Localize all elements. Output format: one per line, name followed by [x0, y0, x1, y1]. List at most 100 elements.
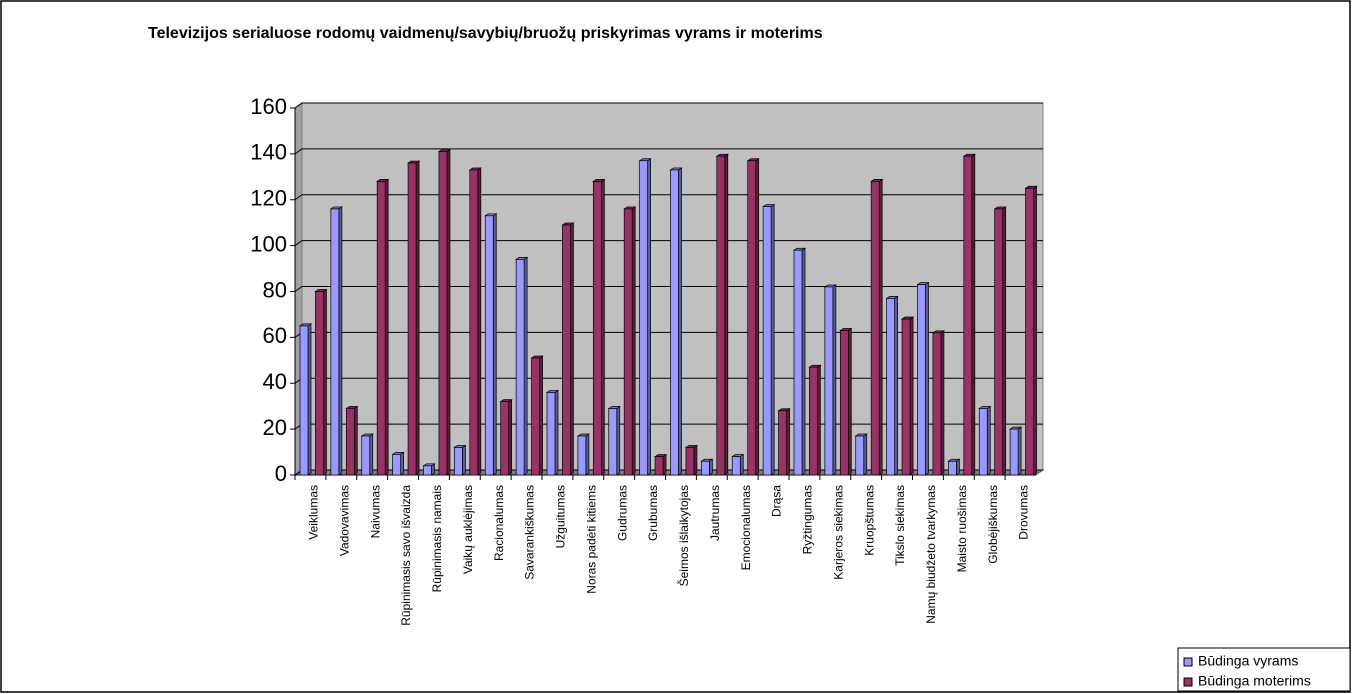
grid-line [294, 194, 1043, 201]
bar-side [1033, 185, 1037, 476]
bar [839, 327, 853, 476]
bar-front [824, 286, 834, 476]
x-tick-label: Gudrumas [615, 485, 629, 541]
x-tick-label: Drovumas [1017, 485, 1031, 540]
bar-front [345, 408, 355, 476]
y-tick-label: 60 [263, 323, 287, 348]
bar-side [925, 281, 929, 476]
legend-swatch [1183, 657, 1193, 667]
bar [870, 178, 884, 476]
bar-side [369, 433, 374, 476]
bar-side [693, 444, 698, 476]
bar-front [778, 410, 787, 476]
bar [993, 206, 1007, 476]
bar-side [446, 148, 451, 476]
bar-front [917, 284, 926, 476]
bar-side [956, 458, 960, 476]
bar-front [978, 408, 988, 476]
x-tick-label: Emocionalumas [739, 485, 753, 570]
bar [792, 247, 807, 476]
chart-title: Televizijos serialuose rodomų vaidmenų/s… [148, 25, 823, 42]
bar-side [647, 158, 651, 476]
bar [700, 458, 714, 476]
y-tick-label: 40 [263, 369, 287, 394]
bar-front [1025, 187, 1034, 476]
bar-front [562, 224, 571, 476]
bar-front [376, 181, 386, 476]
y-tick-label: 0 [275, 461, 287, 486]
bar-side [894, 295, 898, 476]
bar-front [407, 162, 417, 476]
bar-front [932, 332, 942, 476]
bar-front [701, 460, 710, 476]
bar [916, 281, 930, 476]
x-tick-label: Namų biudžeto tvarkymas [924, 485, 938, 624]
bar [947, 458, 961, 476]
bar [777, 408, 791, 476]
x-tick-label: Savarankiškumas [523, 485, 537, 580]
legend-box [1177, 647, 1351, 692]
bar-front [670, 169, 679, 476]
bar [514, 256, 529, 476]
bar [561, 222, 575, 476]
bar-front [809, 366, 818, 476]
bar-front [654, 456, 664, 476]
bar-front [608, 408, 618, 476]
bar [592, 178, 606, 476]
bar-front [299, 325, 309, 476]
bar [576, 433, 591, 476]
bar-side [786, 408, 790, 476]
x-tick-label: Noras padėti kitiems [584, 485, 598, 594]
bar-front [948, 460, 957, 476]
bar-front [515, 259, 525, 476]
x-tick-label: Rūpinimasis savo išvaizda [399, 485, 413, 626]
bar-side [724, 153, 729, 476]
bar-side [492, 213, 497, 476]
bar-front [747, 160, 757, 476]
bar-side [585, 433, 590, 476]
bar-front [531, 357, 540, 476]
bar-side [709, 458, 713, 476]
bar-front [716, 155, 726, 476]
bar-front [423, 465, 432, 476]
bar [978, 405, 992, 476]
bar-side [616, 405, 621, 476]
bar-side [307, 323, 312, 476]
bar [761, 203, 776, 476]
bar-front [731, 456, 741, 476]
bar-side [400, 451, 404, 476]
bar [406, 160, 421, 476]
bar-side [462, 444, 466, 476]
bar [669, 167, 683, 476]
bar [808, 364, 822, 476]
bar-side [770, 203, 775, 476]
bar-front [886, 298, 895, 476]
x-tick-label: Maisto ruošimas [955, 485, 969, 572]
bar-side [508, 398, 513, 476]
bar-front [592, 181, 602, 476]
bar-side [539, 355, 543, 476]
bar-side [570, 222, 574, 476]
x-tick-label: Globėjiškumas [986, 485, 1000, 564]
x-tick-label: Ryžtingumas [801, 485, 815, 554]
bar-side [415, 160, 420, 476]
bar [823, 284, 838, 476]
bar-side [631, 206, 636, 476]
bar [422, 463, 436, 476]
bar-front [994, 208, 1004, 476]
bar [468, 167, 482, 476]
x-tick-label: Jautrumas [708, 485, 722, 541]
bar-front [839, 330, 849, 476]
bar [653, 453, 668, 476]
bar [391, 451, 405, 476]
bar-front [577, 435, 587, 476]
legend-label: Būdinga vyrams [1198, 653, 1298, 669]
bar [329, 206, 344, 476]
bar-side [817, 364, 821, 476]
bar-front [855, 435, 865, 476]
bar-front [361, 435, 371, 476]
grid-line [294, 148, 1043, 155]
bar-side [600, 178, 605, 476]
bar-side [878, 178, 883, 476]
